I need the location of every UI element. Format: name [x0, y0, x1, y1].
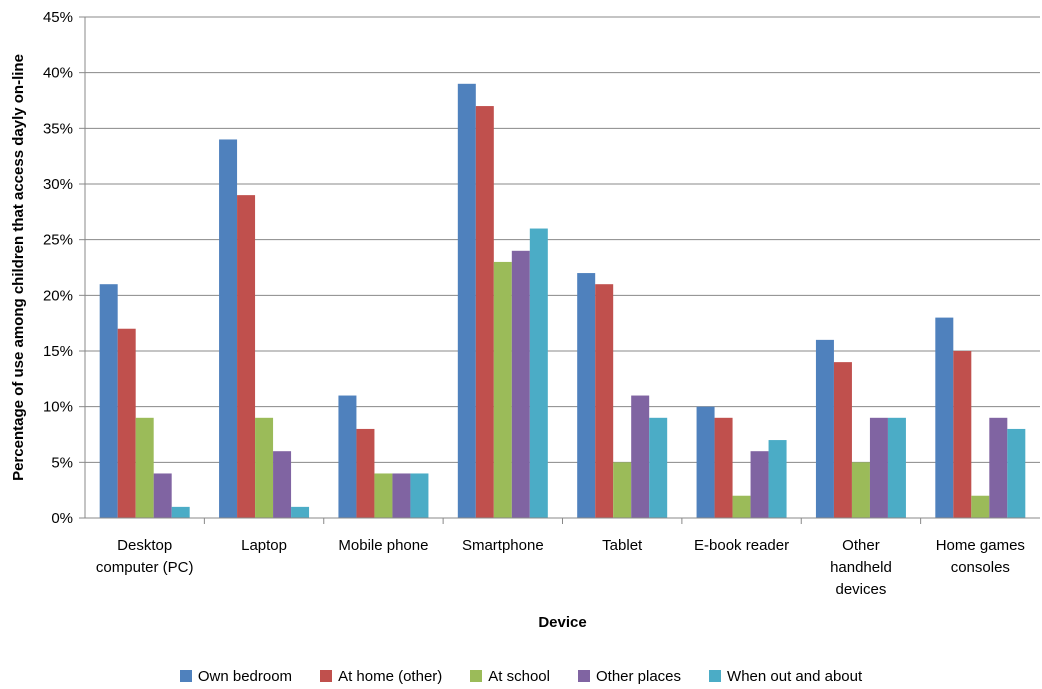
bar	[971, 495, 990, 518]
bar	[595, 284, 614, 518]
bar	[935, 317, 954, 518]
legend-swatch	[179, 670, 192, 682]
bar	[475, 106, 494, 519]
bar	[1007, 428, 1026, 518]
bar	[953, 351, 972, 518]
bar	[732, 495, 751, 518]
x-category-label: Mobile phone	[338, 537, 428, 554]
legend-label: Other places	[595, 667, 682, 685]
bar	[135, 417, 154, 518]
legend-item: At home (other)	[320, 668, 442, 685]
chart-legend: Own bedroom At home (other) At school Other…	[0, 664, 1042, 688]
y-tick-label: 45%	[43, 9, 73, 26]
y-tick-label: 10%	[43, 399, 73, 416]
bar	[869, 417, 888, 518]
bar	[750, 451, 769, 518]
y-axis-title: Percentage of use among children that ac…	[10, 54, 27, 481]
y-tick-label: 25%	[43, 232, 73, 249]
bar	[374, 473, 393, 518]
y-tick-label: 40%	[43, 65, 73, 82]
x-axis-title: Device	[538, 614, 586, 631]
bar	[631, 395, 650, 518]
y-tick-labels: 0% 5% 10% 15% 20% 25% 30% 35% 40% 45%	[43, 9, 73, 527]
bar	[291, 506, 310, 518]
bar	[99, 284, 118, 518]
bar	[392, 473, 411, 518]
bar	[255, 417, 274, 518]
x-category-label: Smartphone	[462, 537, 544, 554]
bar	[696, 406, 715, 518]
legend-item: Own bedroom	[179, 667, 293, 685]
bar	[219, 139, 238, 518]
y-tick-label: 5%	[51, 454, 73, 471]
bar	[577, 273, 596, 518]
x-category-labels: Desktop computer (PC) Laptop Mobile phone Sm…	[96, 537, 1025, 598]
bar	[851, 462, 870, 518]
bar-chart: 0% 5% 10% 15% 20% 25% 30% 35% 40% 45% Desktop comp…	[10, 9, 1040, 631]
legend-item: When out and about	[709, 668, 862, 685]
bar	[410, 473, 429, 518]
bar	[887, 417, 906, 518]
axes	[84, 17, 1040, 524]
y-tick-label: 35%	[43, 120, 73, 137]
legend-label: At school	[488, 667, 550, 685]
bar	[237, 195, 256, 518]
x-category-label: Home games consoles	[936, 537, 1025, 576]
bar	[815, 339, 834, 518]
bar	[457, 83, 476, 519]
bar	[171, 506, 190, 518]
bar	[356, 428, 375, 518]
legend-swatch	[709, 670, 722, 682]
bar	[833, 362, 852, 518]
x-category-label: Other handheld devices	[830, 537, 892, 598]
x-category-label: Desktop computer (PC)	[96, 537, 194, 576]
bar	[714, 417, 733, 518]
legend-swatch	[470, 670, 483, 682]
bar	[529, 228, 548, 519]
bar	[511, 250, 530, 519]
x-category-label: Tablet	[602, 537, 643, 554]
bar	[768, 440, 787, 518]
bar	[493, 261, 512, 518]
legend-item: At school	[470, 668, 550, 685]
y-tick-label: 20%	[43, 287, 73, 304]
legend-swatch	[577, 670, 590, 682]
y-tick-label: 0%	[51, 510, 73, 527]
legend-swatch	[320, 670, 333, 682]
bar	[153, 473, 172, 518]
legend-label: When out and about	[727, 667, 863, 685]
legend-item: Other places	[577, 667, 682, 685]
y-tick-label: 15%	[43, 343, 73, 360]
bar	[613, 462, 632, 518]
legend-label: Own bedroom	[197, 667, 293, 685]
x-category-label: Laptop	[241, 537, 287, 554]
legend-label: At home (other)	[338, 667, 443, 685]
bars	[99, 83, 1026, 519]
bar	[338, 395, 357, 518]
y-tick-label: 30%	[43, 176, 73, 193]
bar	[273, 451, 292, 518]
bar	[649, 417, 668, 518]
bar	[117, 328, 136, 518]
x-category-label: E-book reader	[694, 537, 789, 554]
bar	[989, 417, 1008, 518]
